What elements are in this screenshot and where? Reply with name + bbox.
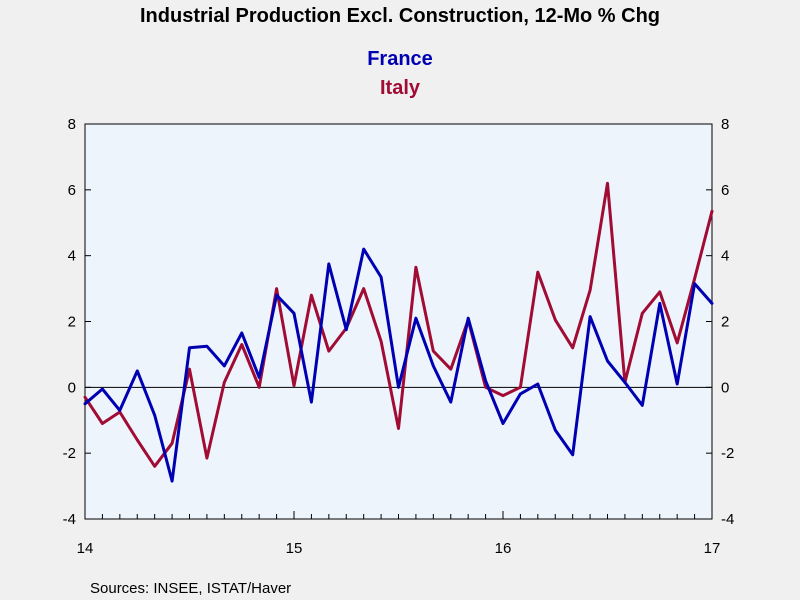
y-tick-label-right: 0 <box>721 379 729 396</box>
x-tick-label: 15 <box>286 540 303 557</box>
x-axis: 14 15 16 17 <box>77 511 721 557</box>
y-tick-label-left: -4 <box>63 511 76 528</box>
y-tick-label-right: 2 <box>721 314 729 331</box>
series-line-italy <box>83 181 714 468</box>
y-tick-label-left: 2 <box>68 314 76 331</box>
series-group <box>83 181 714 483</box>
y-tick-label-right: -2 <box>721 445 734 462</box>
x-tick-label: 16 <box>495 540 512 557</box>
y-tick-label-left: -2 <box>63 445 76 462</box>
y-tick-label-left: 0 <box>68 379 76 396</box>
y-tick-label-right: 4 <box>721 248 729 265</box>
y-tick-label-right: 6 <box>721 182 729 199</box>
y-tick-label-left: 8 <box>68 116 76 133</box>
legend-italy: Italy <box>380 77 421 99</box>
y-tick-label-right: -4 <box>721 511 734 528</box>
chart-title: Industrial Production Excl. Construction… <box>140 5 660 27</box>
source-note: Sources: INSEE, ISTAT/Haver <box>90 580 291 597</box>
legend-france: France <box>367 48 433 70</box>
y-tick-label-right: 8 <box>721 116 729 133</box>
plot-area <box>84 123 713 520</box>
x-tick-label: 14 <box>77 540 94 557</box>
series-line-france <box>83 247 714 483</box>
y-tick-label-left: 6 <box>68 182 76 199</box>
x-tick-label: 17 <box>704 540 721 557</box>
y-tick-label-left: 4 <box>68 248 76 265</box>
